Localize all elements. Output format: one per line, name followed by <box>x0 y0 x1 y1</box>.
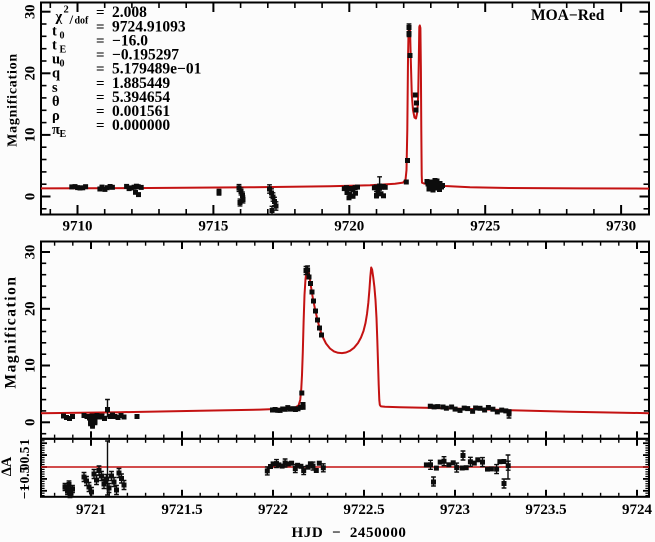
svg-text:9721: 9721 <box>76 502 106 518</box>
svg-text:2: 2 <box>64 5 69 16</box>
svg-text:0.001561: 0.001561 <box>112 103 170 120</box>
svg-text:=: = <box>96 104 105 120</box>
svg-text:=: = <box>96 76 105 92</box>
svg-text:=: = <box>96 33 105 49</box>
svg-text:=: = <box>96 90 105 106</box>
svg-text:/: / <box>69 12 74 27</box>
svg-text:0: 0 <box>17 463 32 470</box>
svg-text:MOA−Red: MOA−Red <box>531 7 605 24</box>
svg-text:5.394654: 5.394654 <box>112 89 170 106</box>
svg-text:0: 0 <box>23 193 39 200</box>
svg-text:9724: 9724 <box>622 502 653 518</box>
svg-text:q: q <box>52 66 60 82</box>
svg-text:30: 30 <box>23 245 39 260</box>
svg-text:9725: 9725 <box>470 219 500 235</box>
svg-text:t: t <box>52 23 57 39</box>
svg-text:=: = <box>96 48 105 64</box>
svg-text:0.5: 0.5 <box>17 446 32 463</box>
svg-text:0: 0 <box>60 30 65 41</box>
svg-text:9715: 9715 <box>198 219 228 235</box>
svg-text:9723: 9723 <box>440 502 470 518</box>
svg-text:5.179489e−01: 5.179489e−01 <box>112 61 201 78</box>
svg-text:π: π <box>52 122 60 138</box>
svg-text:E: E <box>60 44 67 55</box>
svg-text:1.885449: 1.885449 <box>112 75 170 92</box>
svg-text:20: 20 <box>23 302 39 317</box>
svg-text:2.008: 2.008 <box>112 4 147 21</box>
svg-text:−0.5: −0.5 <box>17 466 32 491</box>
svg-text:=: = <box>96 118 105 134</box>
svg-text:t: t <box>52 37 57 53</box>
svg-text:ΔA: ΔA <box>0 456 15 476</box>
svg-text:=: = <box>96 19 105 35</box>
svg-text:Magnification: Magnification <box>3 275 20 388</box>
svg-text:0: 0 <box>60 59 65 70</box>
svg-text:dof: dof <box>75 16 90 27</box>
svg-text:ρ: ρ <box>52 108 60 124</box>
svg-text:10: 10 <box>23 358 39 373</box>
svg-text:χ: χ <box>55 9 63 25</box>
svg-text:u: u <box>52 52 60 68</box>
svg-text:9724.91093: 9724.91093 <box>112 18 186 35</box>
svg-text:9730: 9730 <box>606 219 636 235</box>
svg-text:−0.195297: −0.195297 <box>112 47 179 64</box>
svg-text:9722.5: 9722.5 <box>343 502 384 518</box>
svg-text:Magnification: Magnification <box>6 53 21 147</box>
svg-text:=: = <box>96 62 105 78</box>
svg-text:20: 20 <box>23 66 39 81</box>
svg-text:s: s <box>52 80 58 96</box>
svg-text:0: 0 <box>23 419 39 426</box>
svg-text:θ: θ <box>52 94 60 110</box>
svg-text:9721.5: 9721.5 <box>161 502 202 518</box>
svg-text:1: 1 <box>17 439 32 446</box>
svg-text:0.000000: 0.000000 <box>112 117 170 134</box>
svg-text:9710: 9710 <box>63 219 93 235</box>
svg-text:−1: −1 <box>17 485 32 500</box>
svg-text:=: = <box>96 5 105 21</box>
svg-text:10: 10 <box>23 128 39 143</box>
svg-text:E: E <box>60 129 67 140</box>
svg-text:−16.0: −16.0 <box>112 32 148 49</box>
svg-text:30: 30 <box>23 4 39 19</box>
svg-text:9720: 9720 <box>334 219 364 235</box>
svg-text:9723.5: 9723.5 <box>525 502 566 518</box>
svg-text:HJD − 2450000: HJD − 2450000 <box>291 525 406 541</box>
svg-text:9722: 9722 <box>258 502 288 518</box>
